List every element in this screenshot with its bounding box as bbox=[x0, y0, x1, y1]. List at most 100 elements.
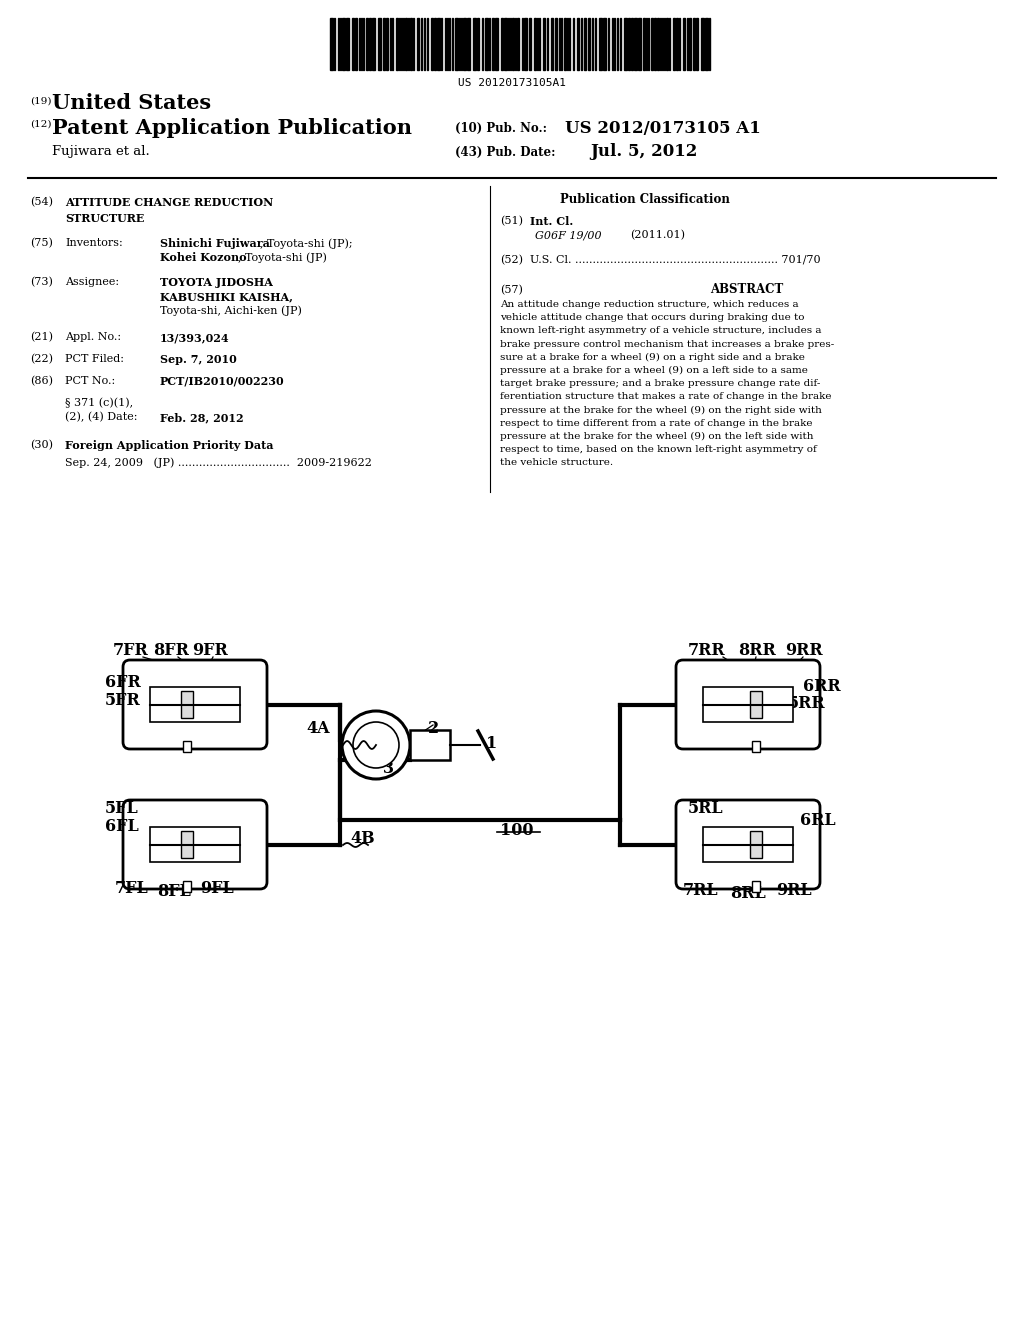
Text: the vehicle structure.: the vehicle structure. bbox=[500, 458, 613, 467]
Bar bbox=[366, 18, 368, 70]
Text: TOYOTA JIDOSHA: TOYOTA JIDOSHA bbox=[160, 277, 272, 288]
Bar bbox=[534, 18, 536, 70]
Text: 3: 3 bbox=[383, 760, 394, 777]
Text: brake pressure control mechanism that increases a brake pres-: brake pressure control mechanism that in… bbox=[500, 339, 835, 348]
Bar bbox=[666, 18, 668, 70]
Bar bbox=[524, 18, 527, 70]
Text: , Toyota-shi (JP): , Toyota-shi (JP) bbox=[238, 252, 327, 263]
Text: known left-right asymmetry of a vehicle structure, includes a: known left-right asymmetry of a vehicle … bbox=[500, 326, 821, 335]
Bar bbox=[181, 690, 193, 718]
Text: Int. Cl.: Int. Cl. bbox=[530, 216, 573, 227]
Text: pressure at the brake for the wheel (9) on the left side with: pressure at the brake for the wheel (9) … bbox=[500, 432, 813, 441]
Text: 100: 100 bbox=[500, 822, 534, 840]
Text: Assignee:: Assignee: bbox=[65, 277, 119, 286]
Text: KABUSHIKI KAISHA,: KABUSHIKI KAISHA, bbox=[160, 290, 293, 302]
Bar bbox=[689, 18, 691, 70]
Bar bbox=[628, 18, 630, 70]
Text: Foreign Application Priority Data: Foreign Application Priority Data bbox=[65, 440, 273, 451]
Text: Shinichi Fujiwara: Shinichi Fujiwara bbox=[160, 238, 270, 249]
Bar bbox=[657, 18, 659, 70]
Text: 1: 1 bbox=[486, 735, 498, 752]
Bar bbox=[564, 18, 566, 70]
Bar bbox=[705, 18, 708, 70]
Bar bbox=[638, 18, 641, 70]
FancyBboxPatch shape bbox=[676, 800, 820, 888]
Bar bbox=[651, 18, 653, 70]
Bar bbox=[437, 18, 440, 70]
Bar bbox=[369, 18, 371, 70]
Text: (10) Pub. No.:: (10) Pub. No.: bbox=[455, 121, 547, 135]
Bar bbox=[410, 18, 412, 70]
Text: ATTITUDE CHANGE REDUCTION
STRUCTURE: ATTITUDE CHANGE REDUCTION STRUCTURE bbox=[65, 197, 273, 223]
Text: respect to time different from a rate of change in the brake: respect to time different from a rate of… bbox=[500, 418, 812, 428]
Bar bbox=[529, 18, 531, 70]
Bar bbox=[495, 18, 498, 70]
Bar bbox=[183, 880, 191, 892]
Bar bbox=[330, 18, 333, 70]
Text: U.S. Cl. .......................................................... 701/70: U.S. Cl. ...............................… bbox=[530, 255, 820, 265]
Text: (2011.01): (2011.01) bbox=[630, 230, 685, 240]
Bar bbox=[577, 18, 579, 70]
Bar bbox=[431, 18, 433, 70]
Text: An attitude change reduction structure, which reduces a: An attitude change reduction structure, … bbox=[500, 300, 799, 309]
Text: vehicle attitude change that occurs during braking due to: vehicle attitude change that occurs duri… bbox=[500, 313, 805, 322]
Text: ABSTRACT: ABSTRACT bbox=[711, 282, 783, 296]
Text: Feb. 28, 2012: Feb. 28, 2012 bbox=[160, 412, 244, 422]
Bar bbox=[696, 18, 698, 70]
Text: Patent Application Publication: Patent Application Publication bbox=[52, 117, 412, 139]
Text: (57): (57) bbox=[500, 285, 523, 296]
Text: Publication Classification: Publication Classification bbox=[560, 193, 730, 206]
Text: (73): (73) bbox=[30, 277, 53, 288]
Text: 6FL: 6FL bbox=[105, 818, 138, 836]
Text: 6RL: 6RL bbox=[800, 812, 836, 829]
Bar bbox=[752, 880, 760, 892]
Text: 7FL: 7FL bbox=[115, 880, 148, 898]
Text: § 371 (c)(1),: § 371 (c)(1), bbox=[65, 399, 133, 408]
Text: (43) Pub. Date:: (43) Pub. Date: bbox=[455, 147, 555, 158]
Bar bbox=[467, 18, 470, 70]
Bar bbox=[355, 18, 357, 70]
Text: 13/393,024: 13/393,024 bbox=[160, 333, 229, 343]
Text: (21): (21) bbox=[30, 333, 53, 342]
Text: Jul. 5, 2012: Jul. 5, 2012 bbox=[590, 143, 697, 160]
Text: (12): (12) bbox=[30, 120, 51, 129]
Bar bbox=[599, 18, 602, 70]
Bar bbox=[504, 18, 507, 70]
Bar bbox=[150, 686, 240, 722]
Text: 8RR: 8RR bbox=[738, 642, 776, 659]
Bar bbox=[181, 832, 193, 858]
Text: 4A: 4A bbox=[306, 719, 330, 737]
Text: 9RL: 9RL bbox=[776, 882, 812, 899]
Text: (22): (22) bbox=[30, 354, 53, 364]
Bar bbox=[434, 18, 436, 70]
FancyBboxPatch shape bbox=[676, 660, 820, 748]
Text: 2: 2 bbox=[428, 719, 439, 737]
Bar bbox=[501, 18, 503, 70]
Text: (75): (75) bbox=[30, 238, 53, 248]
Bar bbox=[703, 828, 793, 862]
Text: pressure at the brake for the wheel (9) on the right side with: pressure at the brake for the wheel (9) … bbox=[500, 405, 822, 414]
Text: 7FR: 7FR bbox=[113, 642, 148, 659]
FancyBboxPatch shape bbox=[123, 660, 267, 748]
Text: 5FR: 5FR bbox=[105, 692, 140, 709]
Bar bbox=[406, 18, 407, 70]
Text: 9FR: 9FR bbox=[193, 642, 227, 659]
Bar bbox=[410, 730, 450, 760]
Text: sure at a brake for a wheel (9) on a right side and a brake: sure at a brake for a wheel (9) on a rig… bbox=[500, 352, 805, 362]
Text: 5RL: 5RL bbox=[688, 800, 724, 817]
Bar bbox=[396, 18, 398, 70]
Bar bbox=[701, 18, 705, 70]
Text: US 2012/0173105 A1: US 2012/0173105 A1 bbox=[565, 120, 761, 137]
Text: 6FR: 6FR bbox=[105, 675, 140, 690]
Text: Sep. 7, 2010: Sep. 7, 2010 bbox=[160, 354, 237, 366]
Text: 8FR: 8FR bbox=[153, 642, 188, 659]
Bar bbox=[750, 690, 762, 718]
Text: US 20120173105A1: US 20120173105A1 bbox=[458, 78, 566, 88]
Text: (54): (54) bbox=[30, 197, 53, 207]
Bar bbox=[703, 686, 793, 722]
Text: (52): (52) bbox=[500, 255, 523, 265]
Bar bbox=[673, 18, 675, 70]
Bar bbox=[150, 828, 240, 862]
Text: ferentiation structure that makes a rate of change in the brake: ferentiation structure that makes a rate… bbox=[500, 392, 831, 401]
Text: 5RR: 5RR bbox=[788, 696, 825, 711]
